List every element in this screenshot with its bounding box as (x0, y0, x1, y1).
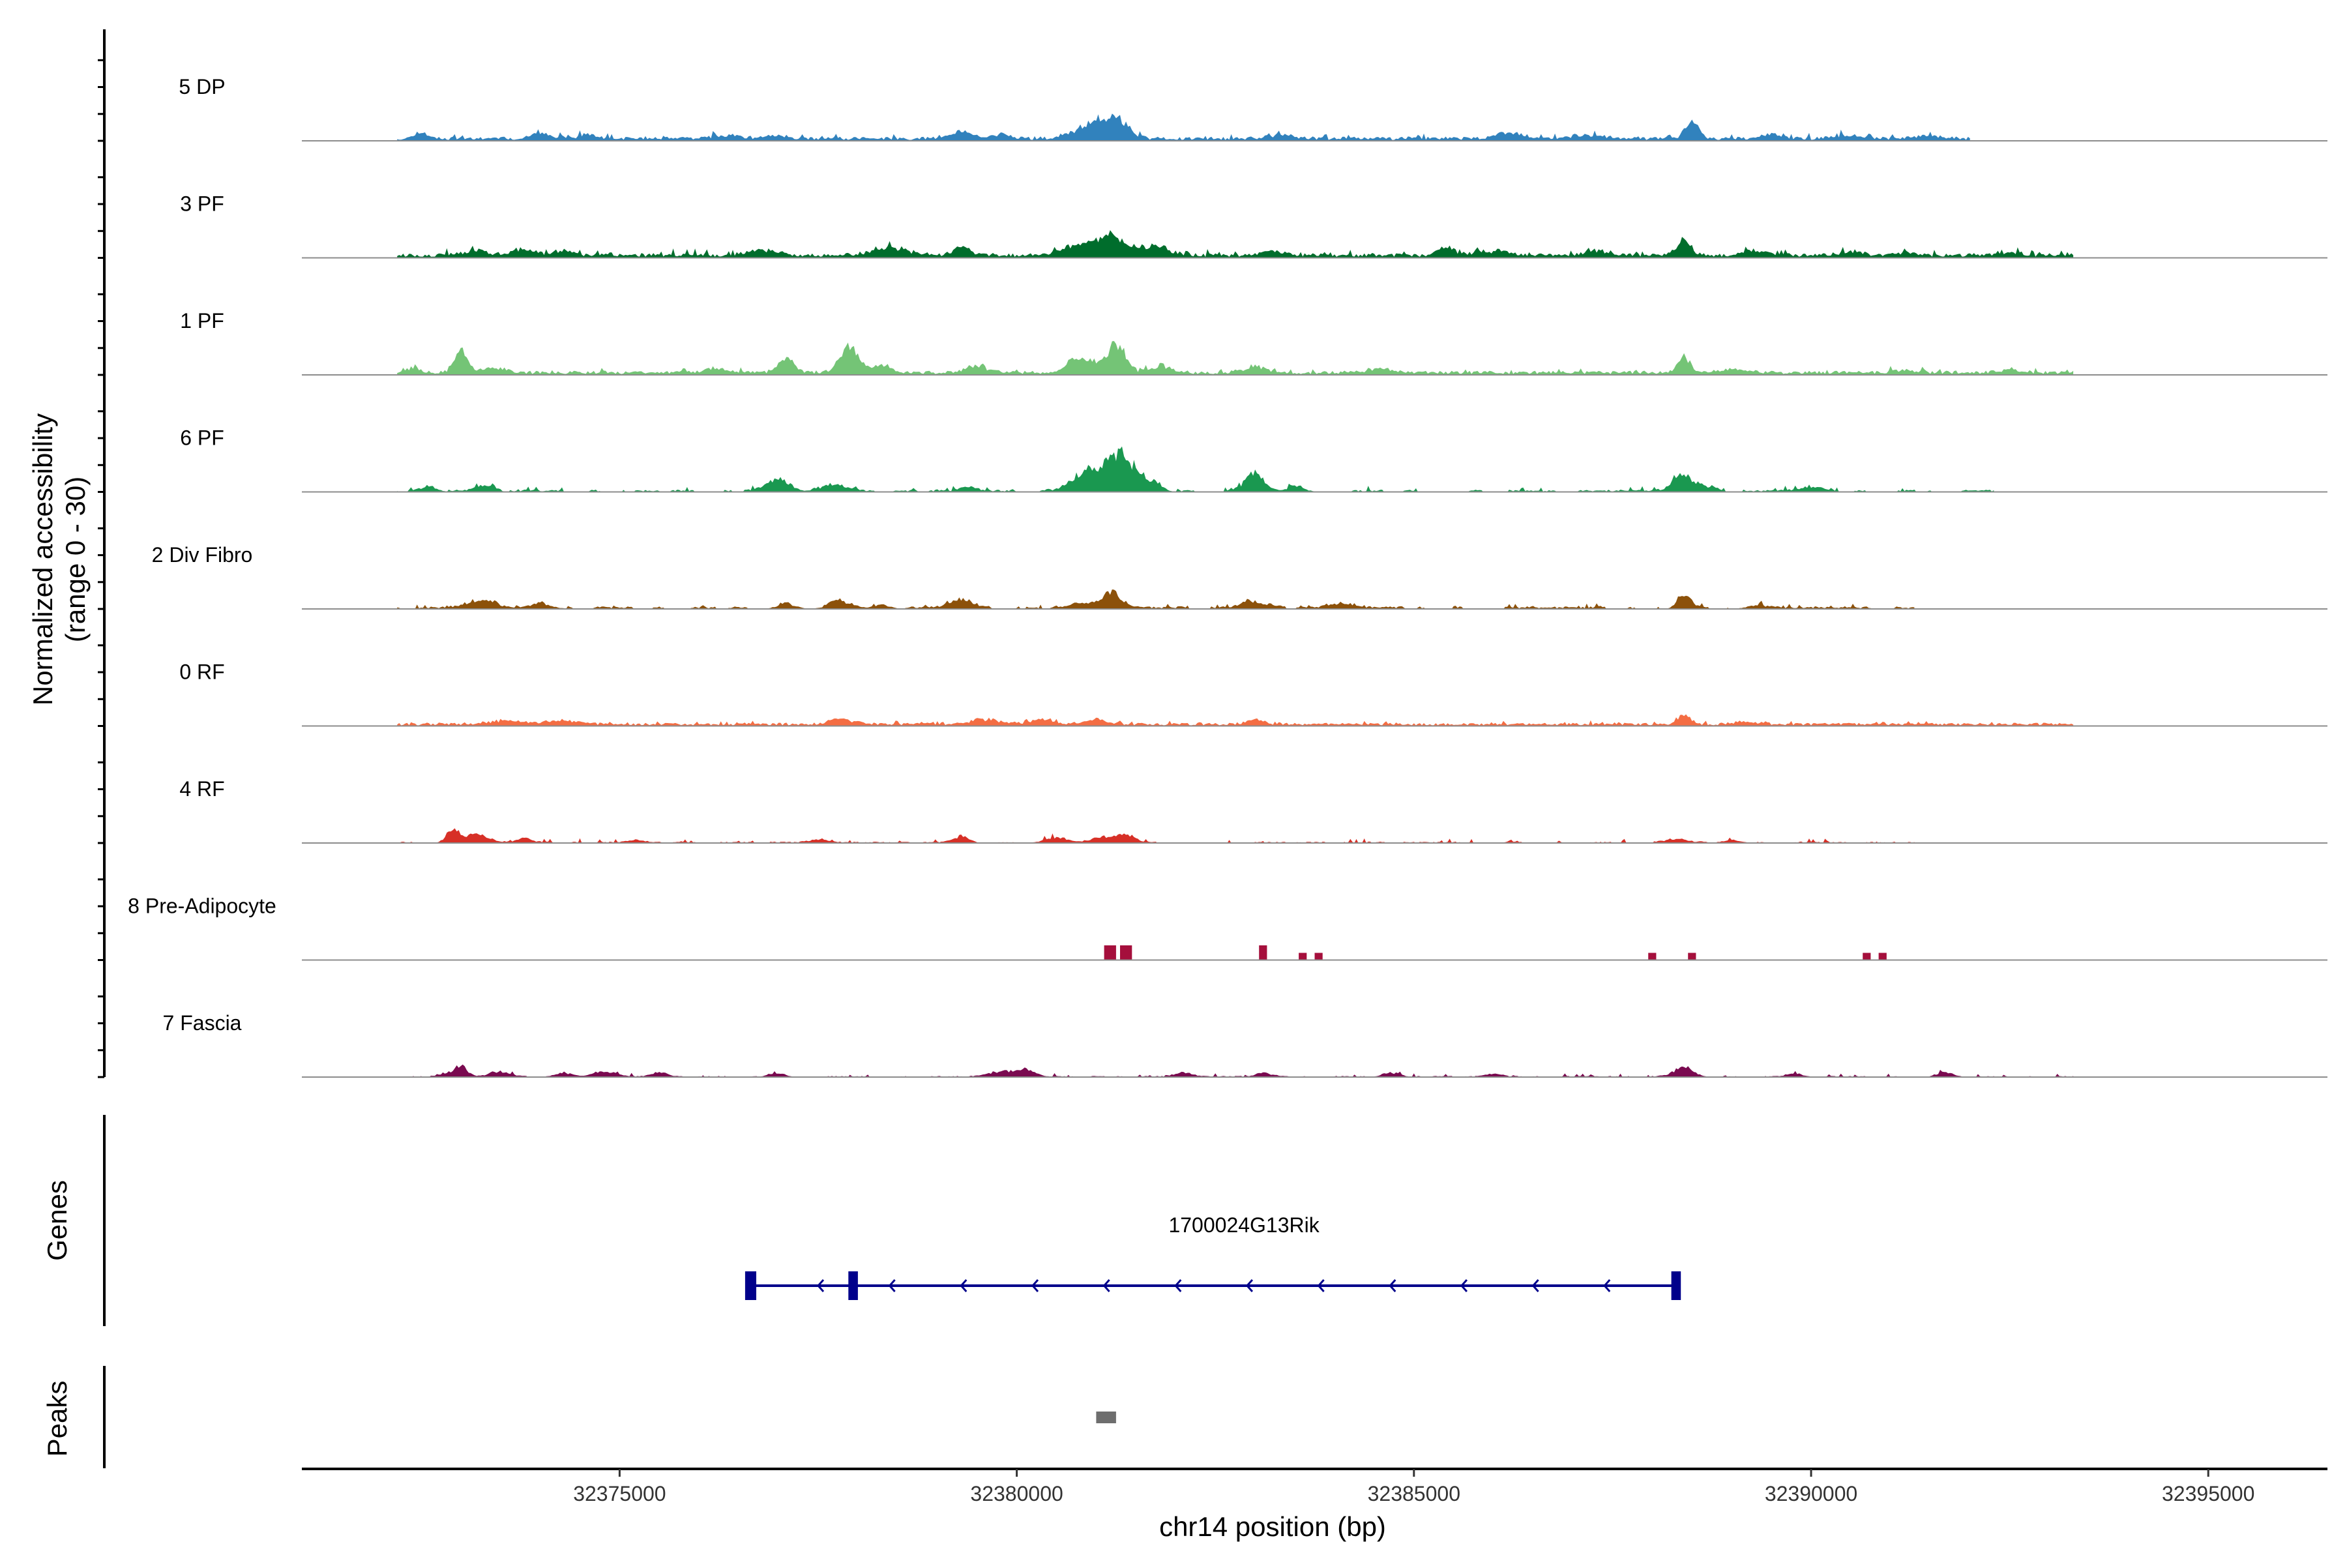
track-label: 2 Div Fibro (152, 543, 253, 567)
x-tick-label: 32385000 (1368, 1482, 1460, 1505)
strand-arrow (1389, 1279, 1396, 1292)
coverage-area (397, 341, 2074, 375)
strand-arrow (1031, 1279, 1039, 1292)
track-label: 7 Fascia (163, 1011, 242, 1035)
track-8 (302, 1064, 2327, 1078)
track-label: 3 PF (180, 192, 224, 216)
peaks-panel (1096, 1412, 1116, 1423)
genes-panel: 1700024G13Rik (745, 1213, 1681, 1300)
coverage-bar (1688, 953, 1696, 960)
strand-arrow (1460, 1279, 1468, 1292)
strand-arrow (1603, 1279, 1611, 1292)
coverage-bar (1104, 945, 1116, 960)
coverage-tracks (302, 113, 2327, 1078)
track-2 (302, 341, 2327, 376)
coverage-area (397, 113, 1970, 141)
x-tick-label: 32375000 (573, 1482, 666, 1505)
coverage-area (413, 1064, 2074, 1077)
track-label: 5 DP (179, 75, 225, 98)
coverage-bar (1648, 953, 1657, 960)
coverage-bar (1878, 953, 1887, 960)
track-3 (302, 446, 2327, 493)
gene-label: 1700024G13Rik (1168, 1213, 1320, 1237)
y-axis-title-line1: Normalized accessibility (27, 413, 58, 705)
coverage-area (397, 230, 2074, 258)
track-label: 8 Pre-Adipocyte (128, 895, 276, 918)
track-label: 1 PF (180, 309, 224, 333)
coverage-area (397, 714, 2074, 726)
track-6 (302, 828, 2327, 844)
y-axis-title-line2: (range 0 - 30) (60, 477, 91, 642)
strand-arrow (1317, 1279, 1325, 1292)
coverage-bar (1259, 945, 1267, 960)
peaks-panel-label: Peaks (42, 1381, 72, 1457)
track-7 (302, 945, 2327, 961)
coverage-bar (1863, 953, 1871, 960)
left-axis (98, 29, 106, 1468)
coverage-area (397, 446, 1994, 492)
strand-arrow (816, 1279, 825, 1292)
x-axis: 32375000 32380000 32385000 32390000 32395000 (302, 1468, 2327, 1505)
genes-panel-label: Genes (42, 1180, 72, 1261)
track-1 (302, 230, 2327, 259)
coverage-bar (1120, 945, 1132, 960)
coverage-bar (1299, 953, 1307, 960)
track-label: 6 PF (180, 426, 224, 450)
track-0 (302, 113, 2327, 141)
coverage-bar (1314, 953, 1323, 960)
strand-arrow (1174, 1279, 1182, 1292)
track-4 (302, 589, 2327, 610)
strand-arrow (888, 1279, 896, 1292)
x-tick-label: 32380000 (970, 1482, 1063, 1505)
track-label: 4 RF (179, 777, 224, 801)
coverage-area (397, 828, 1915, 843)
strand-arrow (1531, 1279, 1539, 1292)
x-tick-label: 32390000 (1765, 1482, 1857, 1505)
track-label: 0 RF (179, 660, 224, 684)
strand-arrow (960, 1279, 967, 1292)
strand-arrow (1102, 1279, 1110, 1292)
gene-exon (745, 1271, 756, 1300)
x-axis-title: chr14 position (bp) (1159, 1511, 1386, 1542)
track-5 (302, 714, 2327, 727)
track-labels: 5 DP 3 PF 1 PF 6 PF 2 Div Fibro 0 RF 4 RF 8 Pre… (128, 75, 276, 1035)
x-tick-label: 32395000 (2162, 1482, 2254, 1505)
gene-exon (848, 1271, 858, 1300)
peak-region (1096, 1412, 1116, 1423)
coverage-area (397, 589, 1915, 609)
strand-arrow (1245, 1279, 1254, 1292)
gene-exon (1671, 1271, 1681, 1300)
